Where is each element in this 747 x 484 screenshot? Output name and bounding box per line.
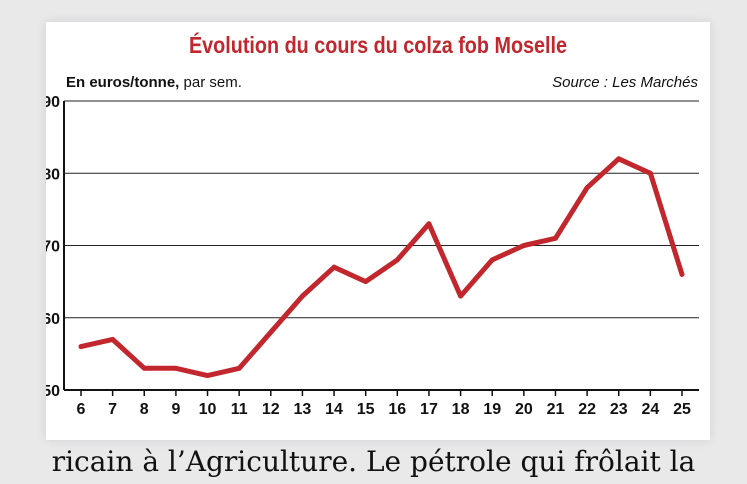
y-tick-label: 370	[46, 239, 60, 256]
data-point	[236, 365, 242, 371]
chart-card: Évolution du cours du colza fob Moselle …	[46, 22, 710, 440]
x-tick-label: 14	[325, 401, 343, 418]
data-point	[521, 243, 527, 248]
y-tick-label: 360	[46, 311, 60, 328]
data-point	[647, 170, 653, 176]
x-tick-label: 24	[641, 401, 659, 418]
data-point	[331, 264, 337, 270]
line-chart: 350 360 370 380 390 6 7 8 9 10 11 12 13 14 15 16 17 18 19 2…	[46, 94, 699, 418]
data-point	[78, 344, 84, 350]
x-tick-label: 22	[578, 401, 596, 418]
x-tick-label: 18	[452, 401, 470, 418]
data-point	[584, 185, 590, 191]
x-tick-label: 16	[388, 401, 406, 418]
y-tick-label: 380	[46, 166, 60, 183]
x-tick-label: 10	[199, 401, 217, 418]
x-tick-label: 7	[108, 401, 117, 418]
data-point	[394, 257, 400, 263]
data-point	[679, 272, 685, 277]
x-tick-label: 19	[483, 401, 501, 418]
x-tick-label: 15	[357, 401, 375, 418]
data-point	[173, 365, 179, 371]
y-tick-label: 350	[46, 383, 60, 400]
data-point	[458, 293, 463, 299]
x-tick-label: 8	[140, 401, 149, 418]
data-point	[205, 373, 210, 378]
x-tick-label: 20	[515, 401, 533, 418]
chart-title: Évolution du cours du colza fob Moselle	[188, 32, 568, 58]
data-point	[268, 329, 274, 335]
period-label: par sem.	[183, 74, 242, 91]
x-tick-label: 21	[547, 401, 565, 418]
data-point	[489, 257, 495, 263]
y-tick-label: 390	[46, 94, 60, 111]
data-point	[363, 279, 369, 285]
data-point	[110, 337, 116, 342]
x-tick-label: 25	[673, 401, 691, 418]
x-tick-label: 17	[420, 401, 438, 418]
unit-label-strong: En euros/tonne,	[66, 74, 180, 91]
data-point	[300, 293, 305, 299]
unit-label: En euros/tonne, par sem.	[66, 74, 242, 91]
article-text-line: ricain à l’Agriculture. Le pétrole qui f…	[51, 445, 696, 478]
x-tick-label: 12	[262, 401, 280, 418]
source-label: Source : Les Marchés	[552, 74, 698, 91]
x-tick-label: 23	[610, 401, 628, 418]
x-tick-label: 9	[171, 401, 180, 418]
data-point	[426, 221, 432, 227]
data-point	[141, 365, 147, 371]
data-point	[616, 156, 622, 162]
x-tick-label: 6	[77, 401, 86, 418]
x-tick-label: 11	[231, 401, 248, 418]
x-tick-label: 13	[294, 401, 312, 418]
data-point	[553, 235, 558, 241]
series-line	[78, 156, 685, 379]
